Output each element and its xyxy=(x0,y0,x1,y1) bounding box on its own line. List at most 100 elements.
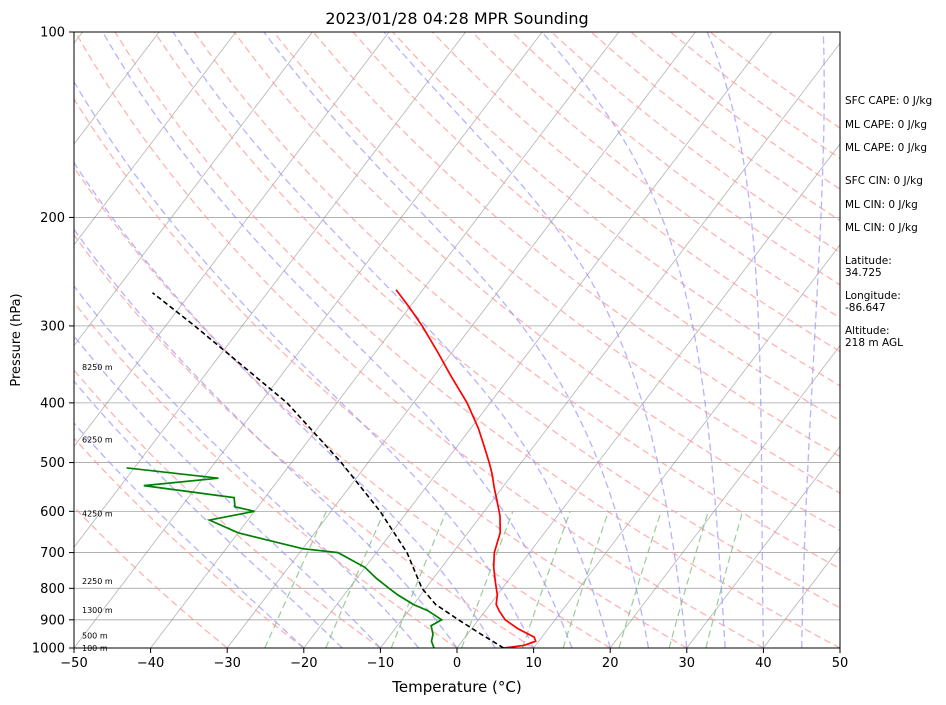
mixing-ratio-line xyxy=(618,511,662,648)
isotherm-line xyxy=(303,32,773,648)
moist-adiabat-line xyxy=(74,161,496,648)
moist-adiabat-line xyxy=(74,80,535,648)
moist-adiabat-line xyxy=(383,32,688,648)
moist-adiabat-line xyxy=(172,32,611,648)
moist-adiabat-line xyxy=(102,32,573,648)
height-marker-label: 1300 m xyxy=(82,606,113,615)
y-tick-label: 100 xyxy=(40,26,65,41)
y-tick-label: 300 xyxy=(40,319,65,334)
isotherm-line xyxy=(74,32,390,448)
y-tick-label: 1000 xyxy=(32,642,65,657)
y-axis-ticks: 1000 900 800 700 600 500 400 300 200 100 xyxy=(32,26,74,657)
y-tick-label: 200 xyxy=(40,211,65,226)
dry-adiabat-line xyxy=(511,32,840,286)
isotherm-line xyxy=(74,32,543,648)
latitude-value: 34.725 xyxy=(845,267,882,279)
y-tick-label: 700 xyxy=(40,546,65,561)
dry-adiabat-line xyxy=(154,32,840,609)
dry-adiabat-line xyxy=(312,32,840,458)
dry-adiabat-line xyxy=(74,97,688,648)
isotherm-line xyxy=(226,32,696,648)
dry-adiabat-line xyxy=(193,32,840,570)
isotherm-line xyxy=(686,445,840,648)
x-axis-ticks: −50 −40 −30 −20 −10 0 10 20 30 40 50 xyxy=(60,648,848,671)
x-tick-label: −10 xyxy=(367,656,394,671)
moist-adiabat-line xyxy=(74,335,381,648)
ml-cin-text-2: ML CIN: 0 J/kg xyxy=(845,222,918,234)
x-tick-label: 50 xyxy=(832,656,849,671)
mixing-ratio-line xyxy=(390,511,447,648)
ml-cape-text-2: ML CAPE: 0 J/kg xyxy=(845,142,927,154)
x-tick-label: −20 xyxy=(290,656,317,671)
isotherm-line xyxy=(150,32,620,648)
mixing-ratio-line xyxy=(705,511,744,648)
moist-adiabat-line xyxy=(74,380,343,648)
isotherm-line xyxy=(74,32,160,145)
plot-frame xyxy=(73,31,841,649)
y-tick-label: 800 xyxy=(40,582,65,597)
y-tick-label: 500 xyxy=(40,456,65,471)
dry-adiabat-line xyxy=(74,506,228,648)
dry-adiabat-line xyxy=(114,32,840,648)
dry-adiabat-line xyxy=(74,166,611,648)
background-lines xyxy=(0,32,840,648)
height-marker-label: 500 m xyxy=(82,632,108,641)
dry-adiabat-line xyxy=(74,301,458,648)
altitude-label: Altitude: xyxy=(845,325,890,337)
y-tick-label: 900 xyxy=(40,613,65,628)
dry-adiabat-line xyxy=(74,369,381,648)
dry-adiabat-line xyxy=(431,32,840,353)
height-marker-label: 4250 m xyxy=(82,510,113,519)
isotherm-line xyxy=(380,42,840,648)
mixing-ratio-line xyxy=(521,511,571,648)
dry-adiabat-line xyxy=(471,32,840,319)
isotherm-line xyxy=(0,32,6,648)
profile-lines xyxy=(126,289,537,648)
x-tick-label: 20 xyxy=(602,656,619,671)
x-tick-label: −50 xyxy=(60,656,87,671)
dry-adiabat-line xyxy=(74,32,764,648)
dry-adiabat-line xyxy=(273,32,840,494)
y-axis-label: Pressure (hPa) xyxy=(9,293,24,386)
y-tick-label: 400 xyxy=(40,396,65,411)
height-marker-label: 2250 m xyxy=(82,577,113,586)
x-tick-label: 0 xyxy=(453,656,461,671)
longitude-label: Longitude: xyxy=(845,290,901,302)
altitude-value: 218 m AGL xyxy=(845,337,903,349)
x-tick-label: −30 xyxy=(213,656,240,671)
x-tick-label: 10 xyxy=(525,656,542,671)
parcel-profile-line xyxy=(152,292,505,648)
chart-title: 2023/01/28 04:28 MPR Sounding xyxy=(325,9,588,28)
dewpoint-profile-line xyxy=(126,467,444,648)
moist-adiabat-line xyxy=(74,228,458,648)
isotherm-line xyxy=(74,32,313,347)
isotherm-line xyxy=(74,32,466,548)
mixing-ratio-line xyxy=(562,511,610,648)
isotherm-line xyxy=(533,244,840,648)
moist-adiabat-line xyxy=(74,422,305,648)
moist-adiabat-line xyxy=(801,32,825,648)
x-axis-label: Temperature (°C) xyxy=(391,678,521,696)
mixing-ratio-line xyxy=(264,511,327,648)
isotherm-line xyxy=(456,143,840,648)
isotherm-line xyxy=(609,344,840,648)
ml-cin-text-1: ML CIN: 0 J/kg xyxy=(845,199,918,211)
dry-adiabat-line xyxy=(74,437,305,648)
dry-adiabat-line xyxy=(392,32,840,387)
moist-adiabat-line xyxy=(263,32,650,648)
mixing-ratio-line xyxy=(668,511,709,648)
y-tick-label: 600 xyxy=(40,505,65,520)
sfc-cape-text: SFC CAPE: 0 J/kg xyxy=(845,95,932,107)
temperature-profile-line xyxy=(395,289,537,648)
dry-adiabat-line xyxy=(74,233,534,648)
stability-info-panel: SFC CAPE: 0 J/kg ML CAPE: 0 J/kg ML CAPE… xyxy=(845,95,932,349)
mixing-ratio-line xyxy=(461,511,514,648)
longitude-value: -86.647 xyxy=(845,302,886,314)
moist-adiabat-line xyxy=(706,32,765,648)
height-marker-label: 8250 m xyxy=(82,363,113,372)
moist-adiabat-line xyxy=(541,32,726,648)
latitude-label: Latitude: xyxy=(845,255,892,267)
moist-adiabat-line xyxy=(74,285,420,648)
